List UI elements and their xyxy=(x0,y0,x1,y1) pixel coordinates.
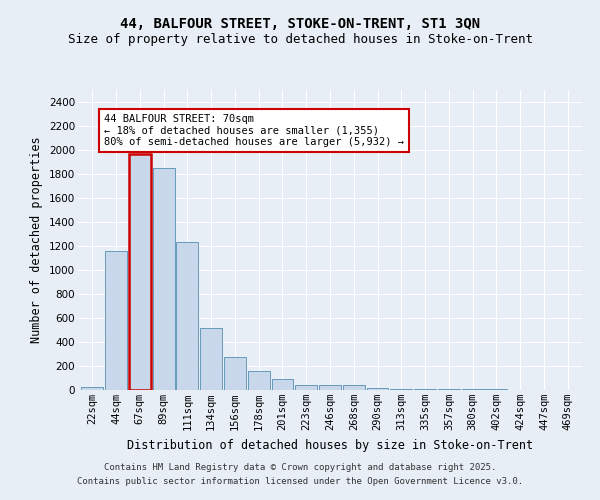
Text: 44, BALFOUR STREET, STOKE-ON-TRENT, ST1 3QN: 44, BALFOUR STREET, STOKE-ON-TRENT, ST1 … xyxy=(120,18,480,32)
Bar xyxy=(129,154,151,390)
Text: 44 BALFOUR STREET: 70sqm
← 18% of detached houses are smaller (1,355)
80% of sem: 44 BALFOUR STREET: 70sqm ← 18% of detach… xyxy=(104,114,404,147)
Bar xyxy=(224,357,246,390)
X-axis label: Distribution of detached houses by size in Stoke-on-Trent: Distribution of detached houses by size … xyxy=(127,438,533,452)
Y-axis label: Number of detached properties: Number of detached properties xyxy=(31,136,43,344)
Bar xyxy=(82,387,103,390)
Bar xyxy=(248,372,269,390)
Text: Contains HM Land Registry data © Crown copyright and database right 2025.: Contains HM Land Registry data © Crown c… xyxy=(104,464,496,472)
Bar xyxy=(319,385,341,390)
Bar xyxy=(272,378,293,390)
Bar xyxy=(367,388,388,390)
Bar xyxy=(295,384,317,390)
Bar xyxy=(105,252,127,390)
Bar xyxy=(152,168,175,390)
Text: Size of property relative to detached houses in Stoke-on-Trent: Size of property relative to detached ho… xyxy=(67,32,533,46)
Bar xyxy=(176,242,198,390)
Bar xyxy=(200,328,222,390)
Bar xyxy=(391,388,412,390)
Bar xyxy=(343,385,365,390)
Text: Contains public sector information licensed under the Open Government Licence v3: Contains public sector information licen… xyxy=(77,477,523,486)
